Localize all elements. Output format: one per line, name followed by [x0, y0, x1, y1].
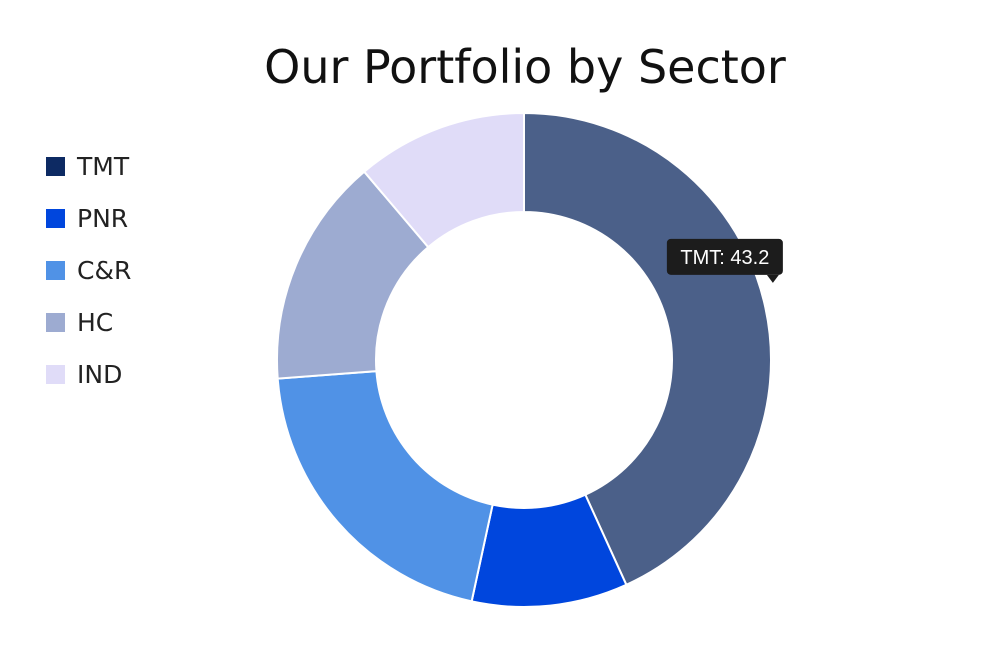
slice-tmt[interactable] — [523, 111, 772, 587]
legend-swatch — [46, 260, 65, 280]
slice-c-r[interactable] — [276, 370, 494, 603]
legend-swatch — [46, 312, 65, 332]
legend-label: C&R — [77, 255, 132, 285]
legend-item-ind[interactable]: IND — [46, 348, 131, 400]
legend-label: TMT — [77, 151, 130, 181]
legend-item-c-r[interactable]: C&R — [46, 244, 131, 296]
legend-label: PNR — [77, 203, 129, 233]
legend-swatch — [46, 208, 65, 228]
legend-label: HC — [77, 307, 114, 337]
tooltip: TMT: 43.2 — [666, 238, 783, 283]
chart-title: Our Portfolio by Sector — [264, 40, 786, 94]
chart-legend: TMT PNR C&R HC IND — [46, 140, 131, 400]
legend-swatch — [46, 364, 65, 384]
tooltip-pointer — [766, 274, 779, 283]
tooltip-text: TMT: 43.2 — [680, 247, 769, 269]
tooltip-box — [666, 238, 783, 275]
legend-swatch — [46, 156, 65, 176]
legend-item-tmt[interactable]: TMT — [46, 140, 131, 192]
slice-ind[interactable] — [362, 111, 525, 249]
legend-label: IND — [77, 359, 123, 389]
legend-item-pnr[interactable]: PNR — [46, 192, 131, 244]
legend-item-hc[interactable]: HC — [46, 296, 131, 348]
